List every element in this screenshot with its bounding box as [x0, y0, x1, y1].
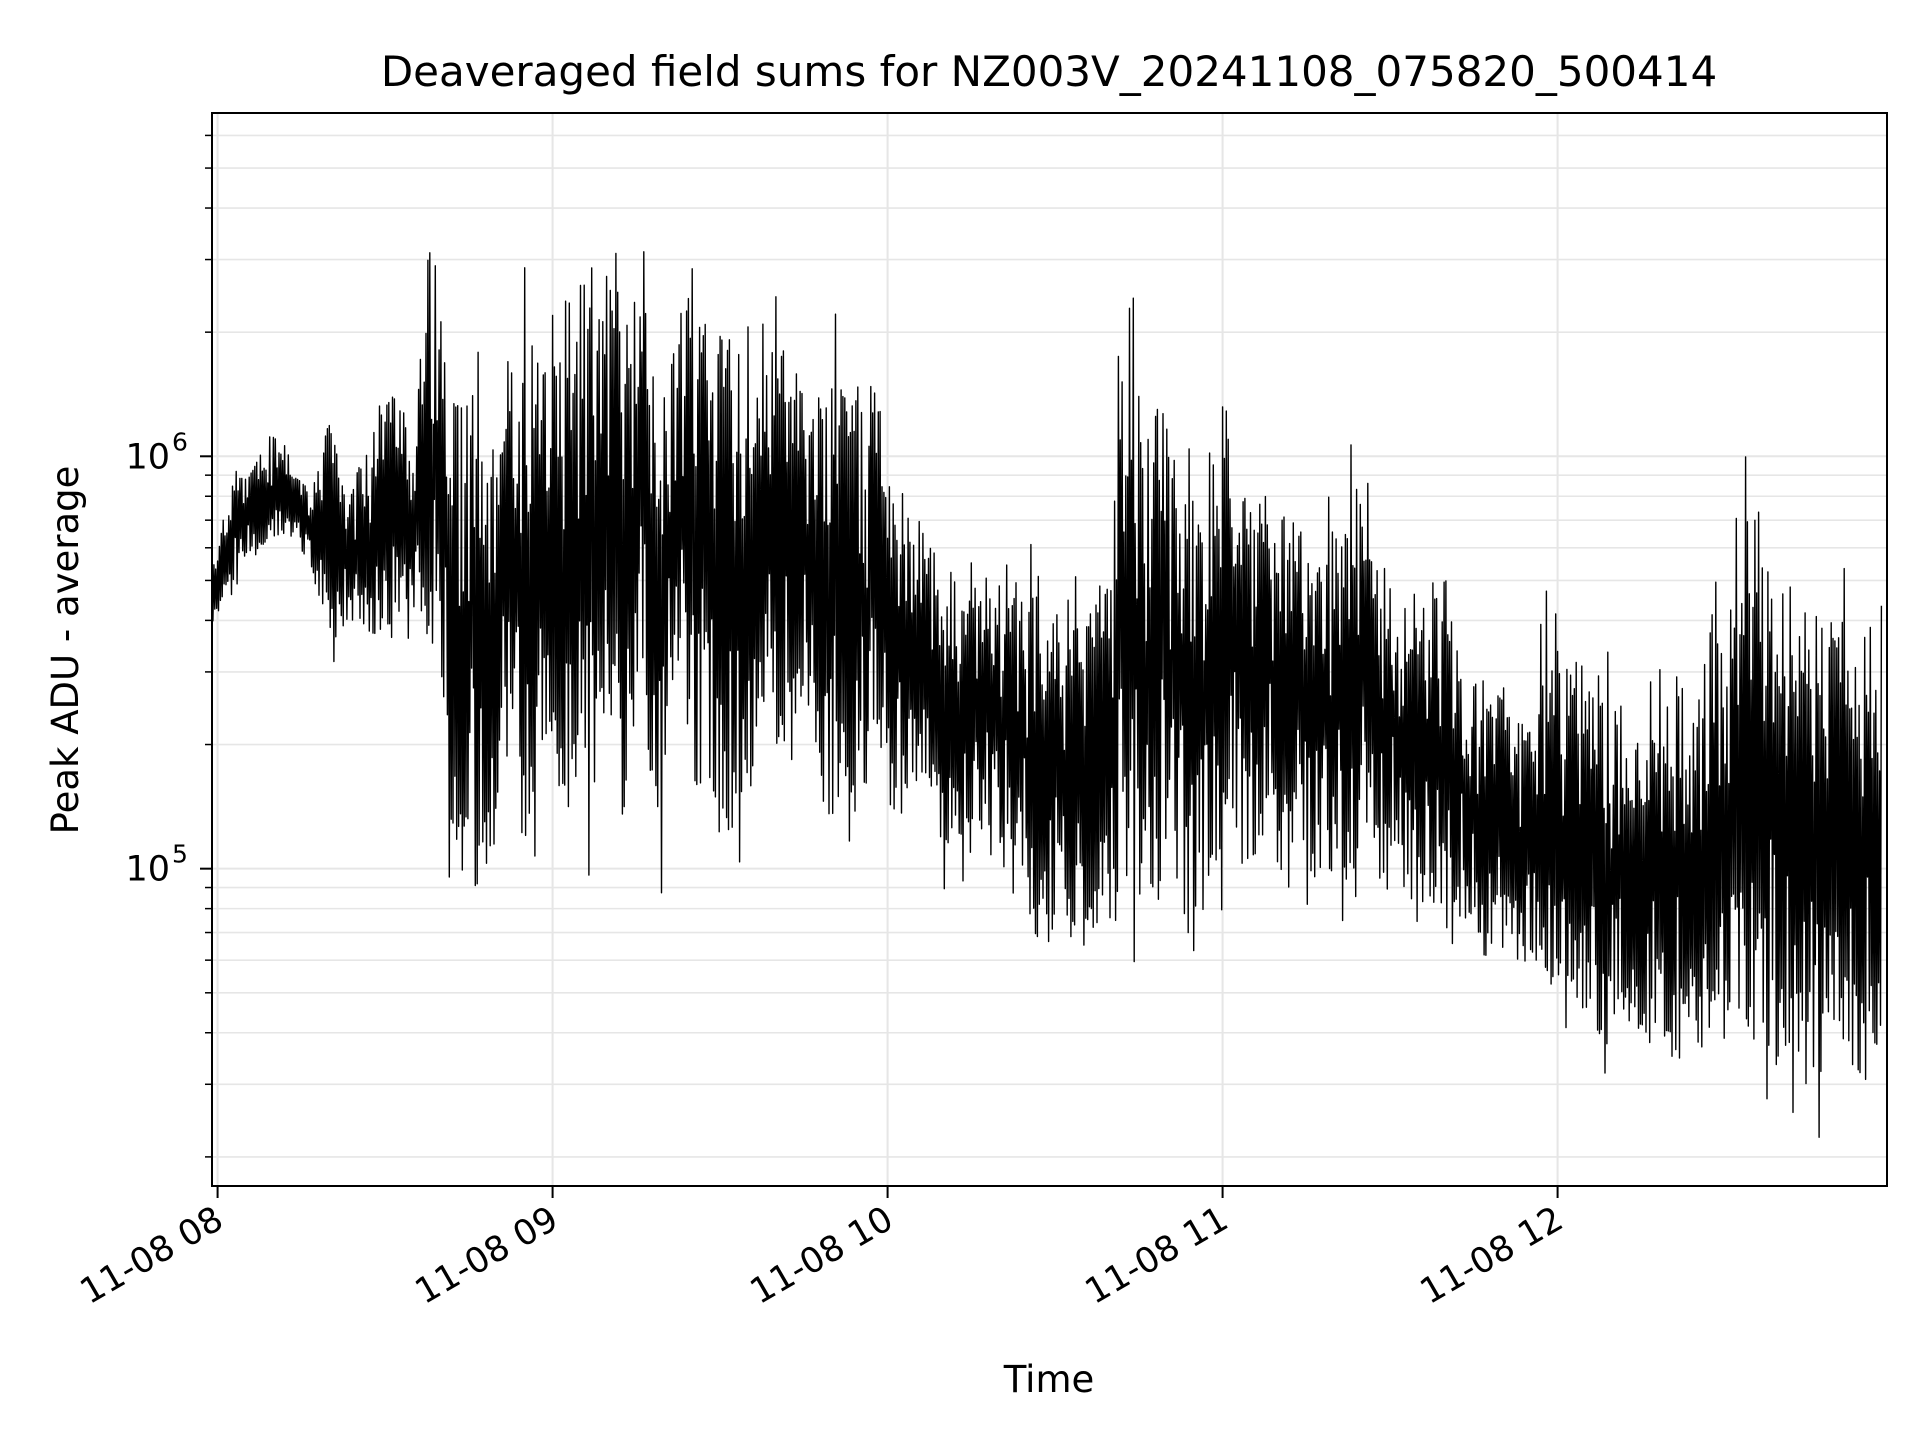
- y-tick-exponent: 5: [172, 840, 188, 869]
- y-tick-base: 10: [125, 437, 170, 477]
- y-tick-label: 10 6: [125, 427, 187, 477]
- x-axis-label: Time: [1003, 1358, 1095, 1401]
- chart-title: Deaveraged field sums for NZ003V_2024110…: [381, 47, 1717, 96]
- y-tick-label: 10 5: [125, 840, 187, 890]
- y-axis-label: Peak ADU - average: [44, 466, 87, 835]
- y-tick-exponent: 6: [172, 427, 188, 456]
- plot-frame: [211, 112, 1888, 1187]
- y-tick-base: 10: [125, 850, 170, 890]
- series-line: [211, 251, 1883, 1139]
- series-group: [211, 251, 1883, 1139]
